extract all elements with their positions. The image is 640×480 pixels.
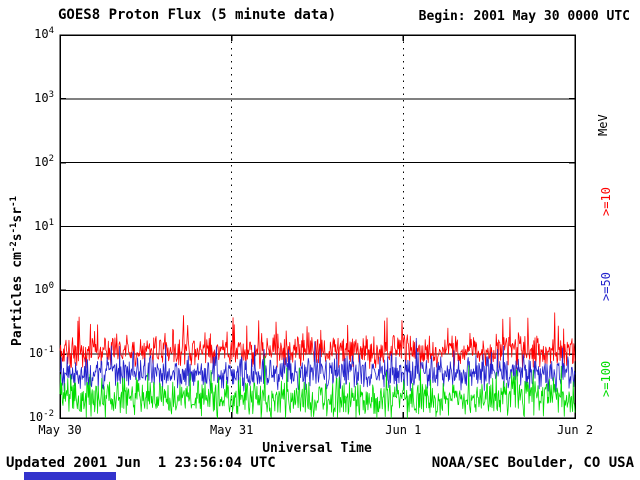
x-tick-label: May 31 [209, 423, 254, 437]
x-tick-label: Jun 2 [556, 423, 594, 437]
begin-timestamp-label: Begin: 2001 May 30 0000 UTC [418, 9, 630, 24]
right-axis-unit-label: MeV [596, 114, 610, 136]
footer-source-text: NOAA/SEC Boulder, CO USA [431, 455, 634, 471]
series-label-ge50: >=50 [599, 272, 613, 301]
x-tick-label: Jun 1 [385, 423, 422, 437]
series-label-ge10: >=10 [599, 187, 613, 216]
x-axis-label: Universal Time [262, 441, 372, 456]
footer-updated-text: Updated 2001 Jun 1 23:56:04 UTC [6, 455, 276, 471]
y-tick-label: 102 [34, 153, 54, 169]
series-label-ge100: >=100 [599, 360, 613, 397]
chart-title: GOES8 Proton Flux (5 minute data) [58, 7, 337, 23]
y-tick-label: 100 [34, 281, 54, 297]
y-tick-label: 10-2 [28, 409, 54, 424]
x-tick-label: May 30 [38, 423, 82, 437]
y-tick-label: 10-1 [28, 345, 54, 361]
y-tick-label: 101 [34, 217, 54, 233]
y-tick-label: 104 [34, 26, 54, 41]
y-tick-label: 103 [34, 89, 54, 105]
bottom-blue-bar [24, 472, 116, 480]
